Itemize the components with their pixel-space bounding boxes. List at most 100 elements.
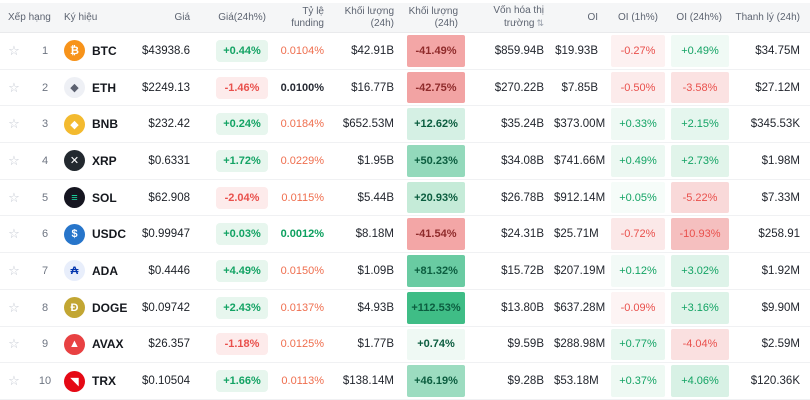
oi-1h-cell: +0.49% (608, 143, 668, 179)
favorite-star-icon[interactable]: ☆ (8, 262, 20, 278)
price-change-badge: -2.04% (216, 186, 268, 209)
coin-icon: ₳ (64, 260, 85, 282)
liquidation-value: $120.36K (750, 375, 800, 388)
volume-value: $138.14M (342, 375, 394, 388)
symbol-label: AVAX (92, 337, 124, 352)
funding-rate-value: 0.0150% (280, 264, 324, 277)
market-cap-value: $24.31B (501, 228, 544, 241)
oi-24h-value: -4.04% (671, 328, 729, 361)
symbol-cell[interactable]: ◥ TRX (62, 370, 136, 392)
column-header-price[interactable]: Giá (174, 11, 190, 23)
oi-24h-cell: +2.73% (668, 143, 732, 179)
table-row: ☆ 2 ◆ ETH $2249.13 -1.46% 0.0100% $16.77B -42.75… (0, 69, 810, 107)
market-cap-value: $26.78B (501, 191, 544, 204)
volume-change-cell: +12.62% (404, 106, 468, 142)
price-value: $0.99947 (142, 228, 190, 241)
rank-value: 7 (41, 264, 49, 277)
price-change-badge: -1.18% (216, 333, 268, 356)
coin-icon: ₿ (64, 40, 85, 62)
market-cap-value: $270.22B (494, 81, 544, 94)
oi-24h-value: +3.02% (671, 255, 729, 287)
price-value: $0.6331 (148, 154, 190, 167)
symbol-cell[interactable]: ◆ BNB (62, 113, 136, 135)
favorite-star-icon[interactable]: ☆ (8, 336, 20, 352)
favorite-star-icon[interactable]: ☆ (8, 116, 20, 132)
price-value: $26.357 (148, 338, 190, 351)
market-cap-value: $9.28B (507, 375, 544, 388)
oi-1h-value: +0.05% (611, 181, 665, 214)
symbol-label: BTC (92, 43, 117, 58)
column-header-symbol[interactable]: Ký hiệu (64, 11, 98, 23)
favorite-star-icon[interactable]: ☆ (8, 226, 20, 242)
table-row: ☆ 3 ◆ BNB $232.42 +0.24% 0.0184% $652.53M +12.62… (0, 106, 810, 144)
favorite-star-icon[interactable]: ☆ (8, 373, 20, 389)
funding-rate-value: 0.0012% (280, 228, 324, 241)
favorite-star-icon[interactable]: ☆ (8, 79, 20, 95)
table-row: ☆ 8 Ð DOGE $0.09742 +2.43% 0.0137% $4.93B +112.5… (0, 289, 810, 327)
column-header-liquidation[interactable]: Thanh lý (24h) (735, 11, 800, 23)
volume-change-cell: +0.74% (404, 327, 468, 363)
rank-value: 9 (41, 338, 49, 351)
symbol-cell[interactable]: ≡ SOL (62, 187, 136, 209)
price-change-cell: +0.03% (200, 223, 276, 246)
symbol-cell[interactable]: ▲ AVAX (62, 333, 136, 355)
rank-value: 10 (38, 375, 52, 388)
column-header-rank[interactable]: Xếp hạng (8, 11, 51, 23)
column-header-funding[interactable]: Tỷ lệ funding (291, 5, 324, 29)
rank-value: 4 (41, 154, 49, 167)
price-change-badge: +0.24% (216, 113, 268, 136)
funding-rate-value: 0.0229% (280, 154, 324, 167)
table-row: ☆ 4 ✕ XRP $0.6331 +1.72% 0.0229% $1.95B +50.23% $… (0, 143, 810, 180)
price-change-badge: +0.03% (216, 223, 268, 246)
symbol-cell[interactable]: Ð DOGE (62, 297, 136, 319)
volume-value: $8.18M (355, 228, 394, 241)
oi-1h-value: +0.77% (611, 328, 665, 361)
column-header-volume-change[interactable]: Khối lượng (24h) (408, 5, 458, 29)
favorite-star-icon[interactable]: ☆ (8, 299, 20, 315)
symbol-cell[interactable]: ₿ BTC (62, 40, 136, 62)
price-value: $43938.6 (142, 44, 190, 57)
column-header-oi[interactable]: OI (587, 11, 598, 23)
liquidation-value: $258.91 (758, 228, 800, 241)
favorite-star-icon[interactable]: ☆ (8, 42, 20, 58)
symbol-cell[interactable]: ₳ ADA (62, 260, 136, 282)
sort-icon: ⇅ (536, 18, 544, 28)
oi-24h-value: +3.16% (671, 291, 729, 324)
price-value: $0.09742 (142, 301, 190, 314)
oi-24h-value: +2.15% (671, 108, 729, 141)
table-header: Xếp hạng Ký hiệu Giá Giá(24h%) Tỷ lệ fun… (0, 3, 810, 33)
volume-change-cell: +81.32% (404, 253, 468, 289)
oi-value: $637.28M (554, 301, 606, 314)
funding-rate-value: 0.0100% (280, 81, 324, 94)
column-header-market-cap[interactable]: Vốn hóa thị trường ⇅ (468, 5, 554, 30)
column-header-volume[interactable]: Khối lượng (24h) (344, 5, 394, 29)
favorite-star-icon[interactable]: ☆ (8, 152, 20, 168)
oi-24h-cell: -4.04% (668, 327, 732, 363)
coin-icon: ◆ (64, 77, 85, 99)
table-row: ☆ 7 ₳ ADA $0.4446 +4.49% 0.0150% $1.09B +81.32% $… (0, 253, 810, 290)
rank-value: 5 (41, 191, 49, 204)
oi-24h-value: -5.22% (671, 181, 729, 214)
column-header-price-change[interactable]: Giá(24h%) (218, 11, 266, 23)
funding-rate-value: 0.0104% (280, 44, 324, 57)
price-change-badge: +0.44% (216, 39, 268, 62)
symbol-label: SOL (92, 190, 117, 205)
column-header-oi-24h[interactable]: OI (24h%) (676, 11, 722, 23)
volume-change-cell: +112.53% (404, 290, 468, 326)
symbol-cell[interactable]: $ USDC (62, 223, 136, 245)
favorite-star-icon[interactable]: ☆ (8, 189, 20, 205)
oi-24h-value: +0.49% (671, 35, 729, 67)
volume-change-cell: -41.49% (404, 33, 468, 69)
price-value: $2249.13 (142, 81, 190, 94)
volume-change-value: +46.19% (407, 365, 465, 397)
symbol-cell[interactable]: ◆ ETH (62, 77, 136, 99)
price-change-badge: +1.72% (216, 149, 268, 172)
oi-1h-cell: +0.77% (608, 327, 668, 363)
price-value: $0.4446 (148, 264, 190, 277)
market-cap-value: $34.08B (501, 154, 544, 167)
volume-change-value: +12.62% (407, 108, 465, 141)
symbol-cell[interactable]: ✕ XRP (62, 150, 136, 172)
liquidation-value: $1.98M (761, 154, 800, 167)
column-header-oi-1h[interactable]: OI (1h%) (617, 11, 658, 23)
